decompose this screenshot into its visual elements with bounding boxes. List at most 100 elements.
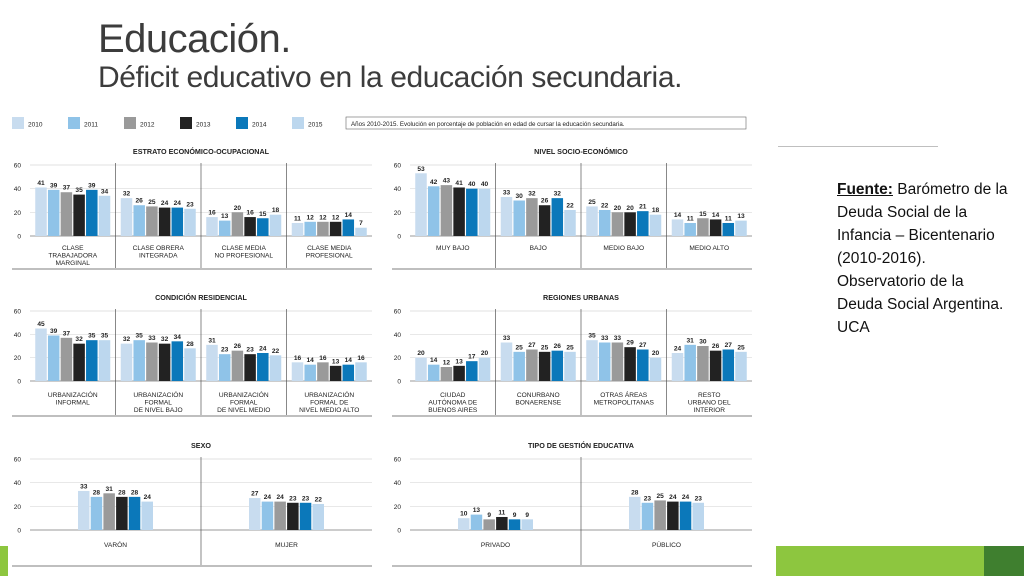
data-label-3-0-4: 17 (468, 354, 476, 361)
legend-note: Años 2010-2015. Evolución en porcentaje … (351, 121, 625, 128)
bar-1-1-5 (564, 209, 576, 236)
bar-0-0-2 (60, 192, 73, 236)
bar-4-0-2 (103, 493, 115, 530)
bar-0-1-5 (184, 208, 196, 236)
bar-2-2-0 (206, 344, 218, 381)
bar-3-0-5 (478, 357, 491, 381)
bar-1-3-1 (684, 222, 696, 236)
category-label-4-0-0: VARÓN (104, 540, 127, 549)
data-label-3-2-1: 33 (601, 335, 609, 342)
category-label-3-1-0: CONURBANO (517, 392, 560, 399)
bar-0-1-2 (146, 206, 158, 236)
bar-3-1-5 (564, 351, 576, 381)
bar-4-1-2 (274, 501, 286, 530)
bar-4-1-0 (249, 498, 261, 530)
bar-2-0-4 (86, 340, 98, 381)
bar-2-1-5 (184, 348, 196, 381)
bar-4-0-0 (78, 490, 90, 530)
category-label-2-3-1: FORMAL DE (310, 400, 349, 407)
data-label-4-0-4: 28 (131, 489, 139, 496)
category-label-3-2-1: METROPOLITANAS (594, 400, 655, 407)
data-label-4-1-4: 23 (302, 495, 310, 502)
data-label-2-2-0: 31 (208, 337, 216, 344)
data-label-4-1-1: 24 (264, 494, 272, 501)
data-label-5-1-4: 24 (682, 494, 690, 501)
y-tick-4-60: 60 (14, 457, 22, 464)
bar-0-1-1 (133, 205, 145, 236)
category-label-3-0-1: AUTÓNOMA DE (428, 398, 477, 407)
data-label-3-1-3: 25 (541, 344, 549, 351)
data-label-1-3-2: 15 (699, 211, 707, 218)
bar-2-1-1 (133, 340, 145, 381)
data-label-4-0-0: 33 (80, 483, 88, 490)
data-label-1-1-4: 32 (554, 191, 562, 198)
data-label-0-1-2: 25 (148, 199, 156, 206)
bar-3-2-0 (586, 340, 598, 381)
bar-2-0-0 (35, 328, 47, 381)
bar-5-1-2 (654, 500, 666, 530)
data-label-2-3-3: 13 (332, 358, 340, 365)
bar-1-3-2 (697, 218, 709, 236)
bar-2-3-3 (329, 365, 342, 381)
category-label-2-1-1: FORMAL (145, 400, 173, 407)
y-tick-0-20: 20 (14, 210, 22, 217)
bar-2-3-0 (291, 362, 304, 381)
y-tick-1-0: 0 (397, 234, 401, 241)
category-label-3-2-0: OTRAS ÁREAS (600, 390, 648, 399)
category-label-5-1-0: PÚBLICO (652, 540, 681, 549)
bar-3-3-1 (684, 344, 696, 381)
data-label-0-2-1: 13 (221, 213, 229, 220)
data-label-1-0-1: 42 (430, 179, 438, 186)
bar-2-2-4 (257, 353, 269, 381)
bar-3-1-2 (526, 349, 538, 381)
bar-1-0-1 (427, 186, 440, 236)
bar-2-1-2 (146, 342, 158, 381)
bar-2-2-2 (231, 350, 244, 381)
category-label-4-1-0: MUJER (275, 542, 298, 549)
data-label-3-3-3: 26 (712, 343, 720, 350)
data-label-2-1-2: 33 (148, 335, 156, 342)
category-label-0-3-1: PROFESIONAL (306, 253, 353, 260)
bar-1-3-5 (735, 220, 747, 236)
legend-swatch-2015 (292, 117, 304, 129)
data-label-0-1-0: 32 (123, 191, 131, 198)
data-label-2-3-5: 16 (357, 355, 365, 362)
data-label-3-1-1: 25 (516, 344, 524, 351)
bar-5-1-5 (692, 502, 704, 530)
bar-3-1-0 (500, 342, 513, 381)
data-label-1-0-5: 40 (481, 181, 489, 188)
data-label-1-3-0: 14 (674, 212, 682, 219)
y-tick-1-40: 40 (394, 186, 402, 193)
data-label-2-2-2: 26 (234, 343, 242, 350)
y-tick-3-40: 40 (394, 332, 402, 339)
bar-5-1-0 (629, 496, 641, 530)
data-label-2-3-1: 14 (307, 357, 315, 364)
category-label-3-1-1: BONAERENSE (515, 400, 561, 407)
bar-1-3-4 (722, 222, 735, 236)
data-label-3-0-1: 14 (430, 357, 438, 364)
data-label-1-2-3: 20 (626, 205, 634, 212)
data-label-4-1-3: 23 (289, 495, 297, 502)
category-label-3-0-0: CIUDAD (440, 392, 466, 399)
bar-5-1-3 (667, 501, 679, 530)
bar-2-3-4 (342, 364, 355, 381)
category-label-2-3-0: URBANIZACIÓN (304, 390, 354, 399)
y-tick-2-20: 20 (14, 355, 22, 362)
data-label-4-1-2: 24 (276, 494, 284, 501)
data-label-2-3-4: 14 (345, 357, 353, 364)
data-label-2-3-0: 16 (294, 355, 302, 362)
data-label-4-0-2: 31 (105, 486, 113, 493)
bar-1-0-5 (478, 188, 491, 236)
bar-4-1-1 (261, 501, 274, 530)
data-label-2-0-3: 32 (75, 336, 83, 343)
data-label-0-0-2: 37 (63, 185, 71, 192)
category-label-3-0-2: BUENOS AIRES (428, 407, 478, 414)
data-label-5-1-3: 24 (669, 494, 677, 501)
data-label-1-2-2: 20 (614, 205, 622, 212)
bar-2-3-1 (304, 364, 316, 381)
accent-bar-left (0, 546, 8, 576)
y-tick-2-0: 0 (17, 379, 21, 386)
chart-figure: 2010 2011 2012 2013 2014 2015 Años 2010-2015. … (8, 113, 776, 576)
bar-3-3-0 (671, 353, 684, 381)
bar-2-0-2 (60, 337, 73, 381)
